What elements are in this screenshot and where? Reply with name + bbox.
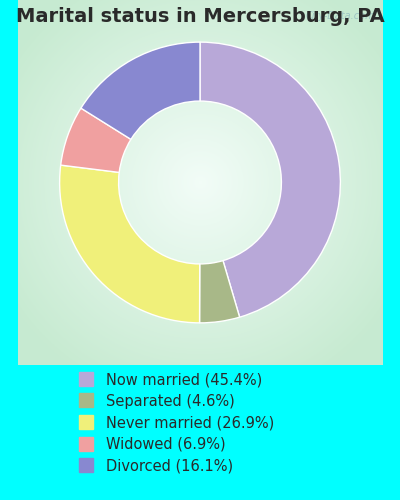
Wedge shape (81, 42, 200, 140)
Wedge shape (61, 108, 131, 172)
Legend: Now married (45.4%), Separated (4.6%), Never married (26.9%), Widowed (6.9%), Di: Now married (45.4%), Separated (4.6%), N… (79, 372, 274, 474)
Wedge shape (200, 260, 240, 323)
Text: City-Data.com: City-Data.com (306, 11, 376, 21)
Wedge shape (200, 42, 340, 317)
Text: Marital status in Mercersburg, PA: Marital status in Mercersburg, PA (16, 8, 384, 26)
Wedge shape (60, 165, 200, 323)
